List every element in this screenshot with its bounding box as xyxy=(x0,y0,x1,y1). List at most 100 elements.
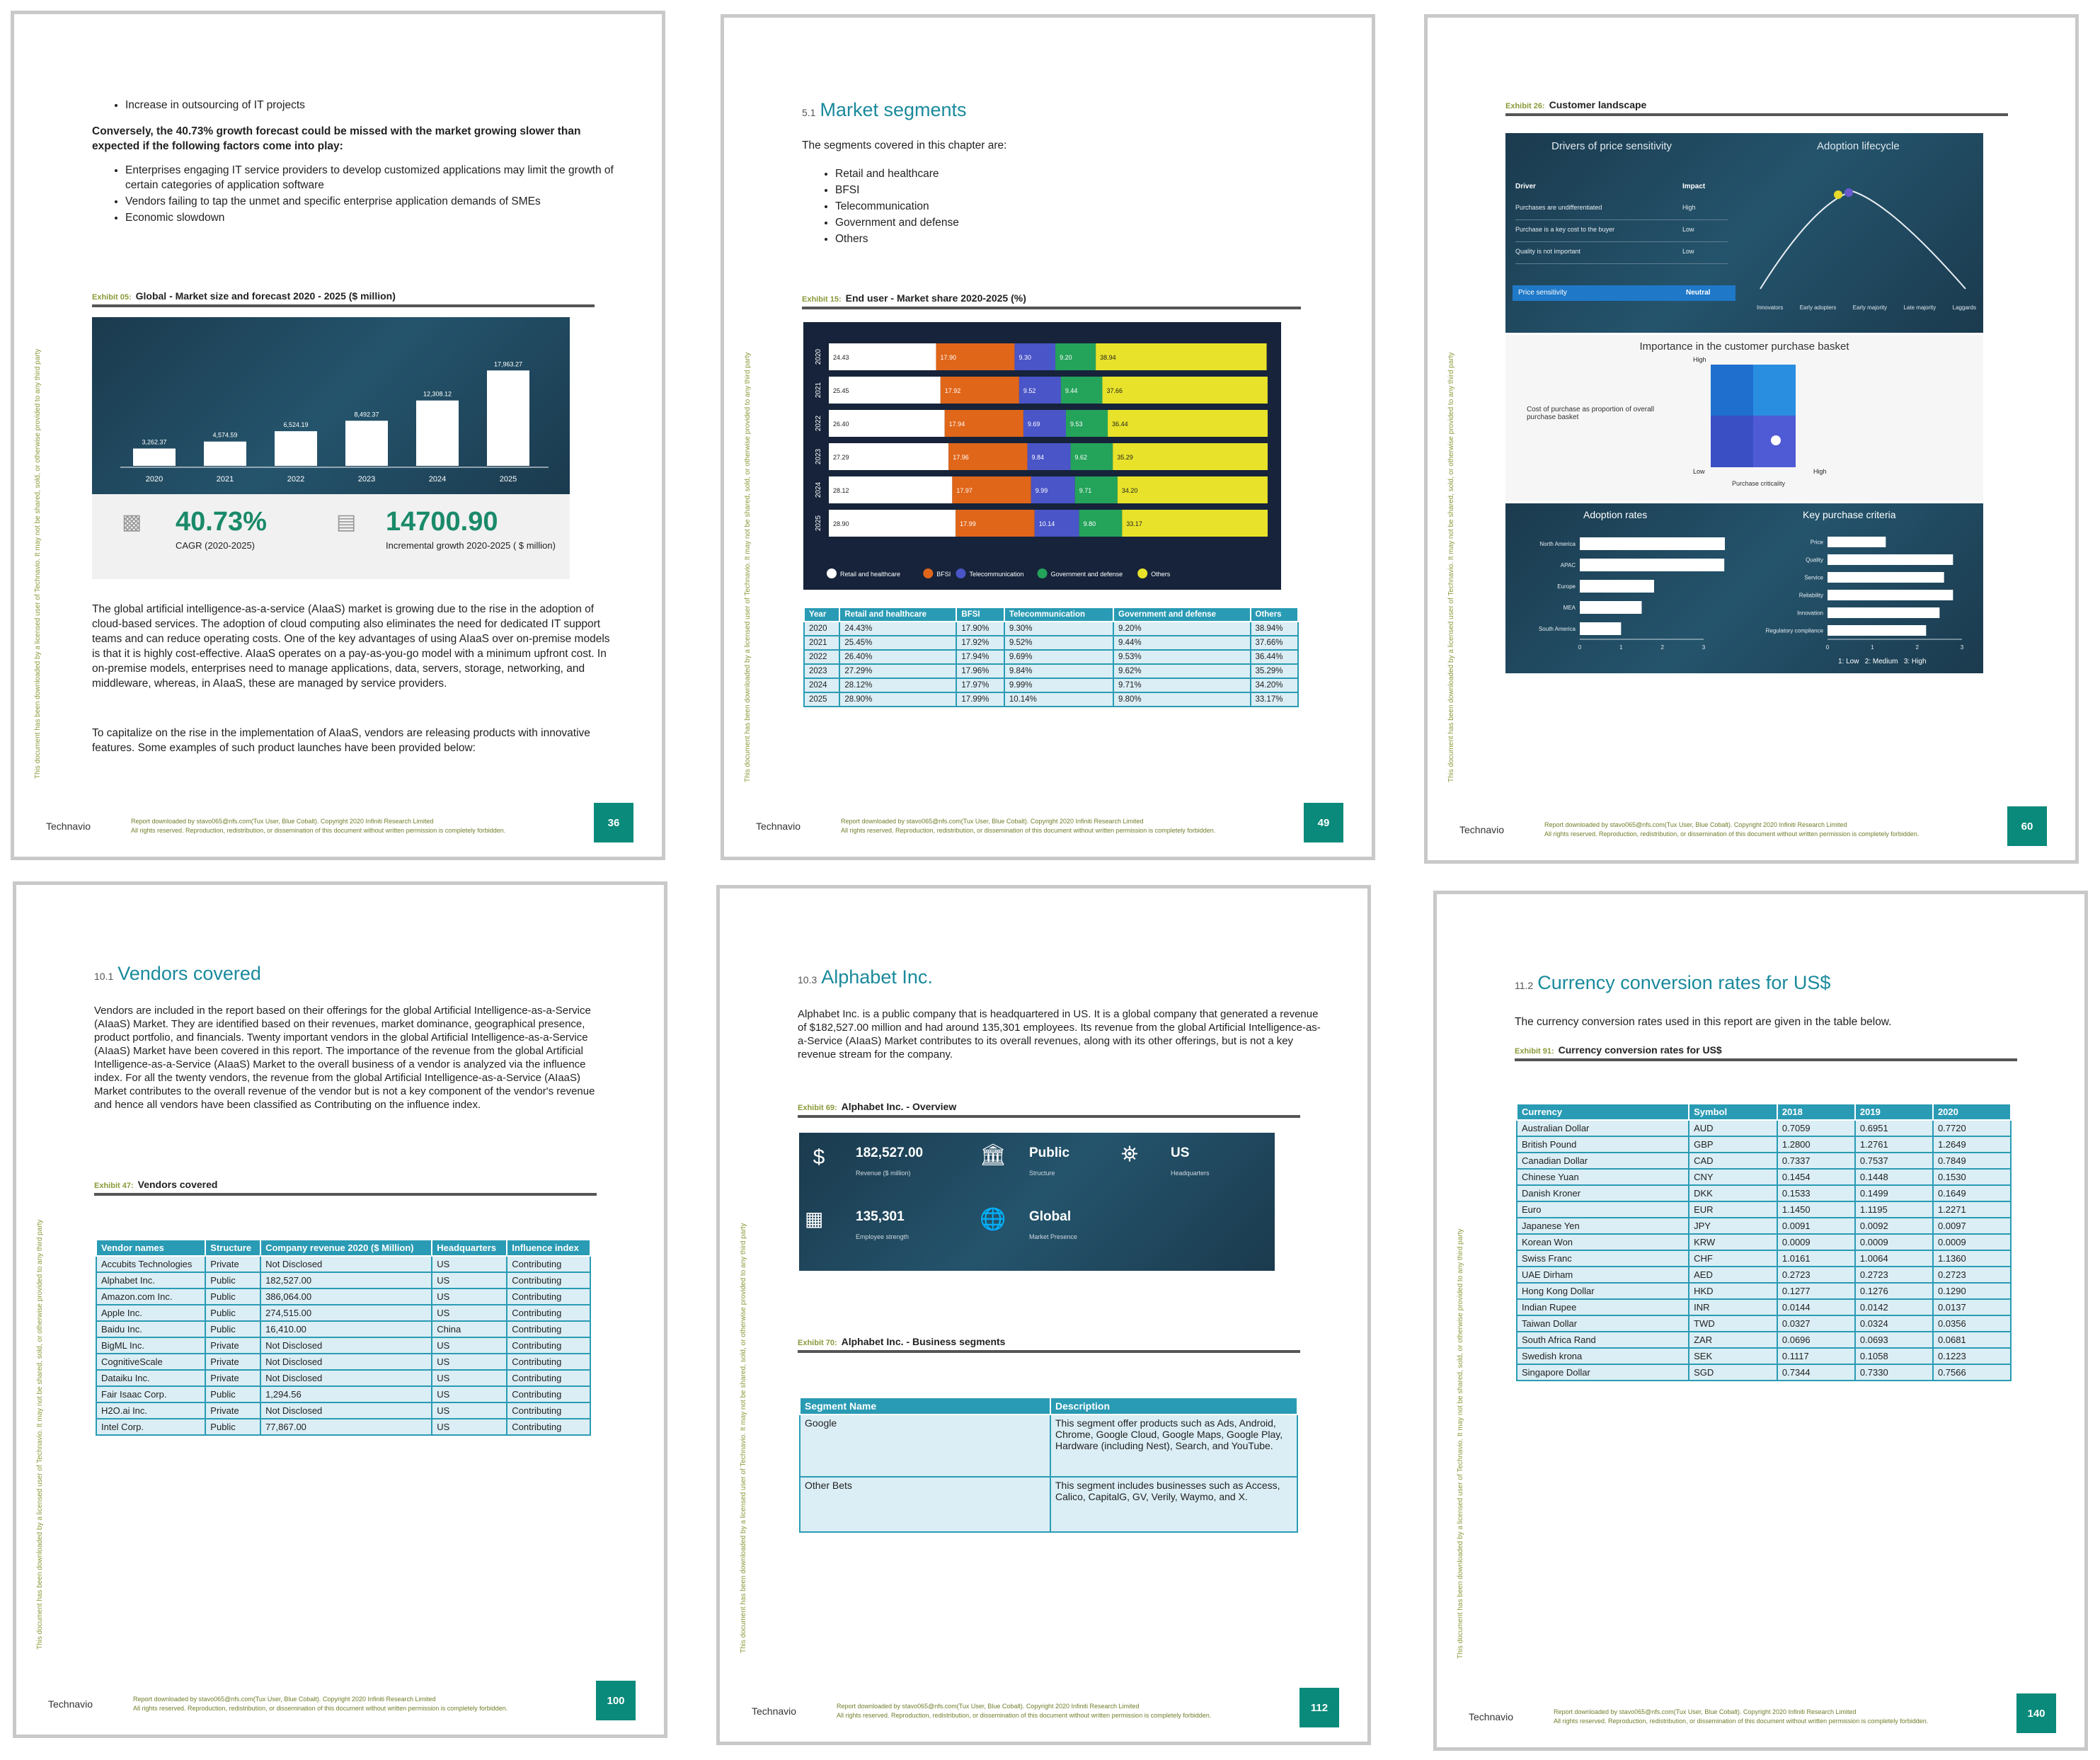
table-row: South Africa Rand ZAR 0.0696 0.0693 0.0681 xyxy=(1515,1331,2012,1349)
adoption-lifecycle-curve xyxy=(1760,188,1966,290)
alphabet-paragraph: Alphabet Inc. is a public company that i… xyxy=(798,1008,1321,1061)
bar-value-label: 12,308.12 xyxy=(423,391,452,398)
basket-position-marker xyxy=(1771,435,1781,445)
table-cell: 0.0142 xyxy=(1854,1298,1934,1316)
table-row: 2023 27.29% 17.96% 9.84% 9.62% 35.29% xyxy=(803,663,1299,679)
table-cell: 17.99% xyxy=(956,692,1005,707)
copyright-notice: Report downloaded by stavo065@nfs.com(Tu… xyxy=(133,1695,572,1713)
table-cell: US xyxy=(431,1385,508,1403)
growth-chart-icon: ▤ xyxy=(336,510,357,534)
incremental-growth-value: 14700.90 xyxy=(386,507,498,537)
segment-value-label: 36.44 xyxy=(1112,421,1128,428)
table-cell: 0.2723 xyxy=(1854,1266,1934,1284)
table-cell: 27.29% xyxy=(839,663,958,679)
table-cell: 17.92% xyxy=(956,635,1005,651)
column-header: Description xyxy=(1050,1397,1298,1415)
legend-label: Retail and healthcare xyxy=(840,571,900,578)
bar xyxy=(133,448,176,466)
table-cell: 17.97% xyxy=(956,678,1005,693)
table-cell: China xyxy=(431,1320,508,1338)
list-item: Retail and healthcare xyxy=(835,166,1260,181)
table-cell: 1.2800 xyxy=(1776,1136,1856,1153)
lifecycle-stage-label: Laggards xyxy=(1952,304,1976,311)
lifecycle-stage-label: Early adopters xyxy=(1799,304,1837,311)
table-row: Accubits Technologies Private Not Disclose… xyxy=(95,1255,591,1273)
table-cell: 17.90% xyxy=(956,621,1005,636)
table-row: UAE Dirham AED 0.2723 0.2723 0.2723 xyxy=(1515,1266,2012,1284)
stacked-bar-segment xyxy=(1060,377,1103,404)
driver-impact: High xyxy=(1682,204,1696,211)
y-tick-label: 2020 xyxy=(815,348,822,365)
segment-value-label: 17.99 xyxy=(960,520,976,527)
segments-list: Retail and healthcare BFSITelecommunicati… xyxy=(820,166,1260,248)
segment-value-label: 24.43 xyxy=(833,354,849,361)
table-cell: Contributing xyxy=(506,1385,591,1403)
table-cell: US xyxy=(431,1288,508,1305)
page-number: 60 xyxy=(2007,806,2047,846)
table-cell: 77,867.00 xyxy=(260,1418,433,1436)
table-row: Intel Corp. Public 77,867.00 US Contributing xyxy=(95,1418,591,1436)
exhibit-15-heading: Exhibit 15: End user - Market share 2020-… xyxy=(802,292,1301,309)
table-cell: SEK xyxy=(1688,1347,1778,1365)
market-share-table: Year Retail and healthcare BFSI Telecommuni… xyxy=(803,607,1299,707)
exhibit-label: Exhibit 91: xyxy=(1515,1047,1554,1056)
market-paragraph-2: To capitalize on the rise in the impleme… xyxy=(92,727,590,754)
category-label: Reliability xyxy=(1799,593,1823,599)
table-cell: 9.20% xyxy=(1113,621,1251,636)
segment-value-label: 9.99 xyxy=(1035,487,1048,494)
exhibit-label: Exhibit 70: xyxy=(798,1339,837,1347)
table-cell: 0.1277 xyxy=(1776,1282,1856,1300)
table-cell: Australian Dollar xyxy=(1515,1119,1690,1137)
table-cell: 37.66% xyxy=(1249,635,1299,651)
copyright-line-2: All rights reserved. Reproduction, redis… xyxy=(131,827,506,834)
table-cell: Contributing xyxy=(506,1353,591,1371)
stacked-bar-segment xyxy=(1113,443,1268,470)
table-row: Australian Dollar AUD 0.7059 0.6951 0.7720 xyxy=(1515,1119,2012,1137)
table-cell: 0.6951 xyxy=(1854,1119,1934,1137)
table-cell: 386,064.00 xyxy=(260,1288,433,1305)
company-overview-panel: $ 182,527.00 Revenue ($ million) 🏛 Publi… xyxy=(799,1133,1275,1271)
stacked-bar-segment xyxy=(1065,410,1108,437)
table-cell: 9.84% xyxy=(1003,663,1115,679)
table-cell: 0.1223 xyxy=(1932,1347,2012,1365)
adoption-rates-title: Adoption rates xyxy=(1583,509,1648,520)
segment-value-label: 17.90 xyxy=(940,354,956,361)
column-header: Headquarters xyxy=(431,1239,508,1257)
table-cell: 9.52% xyxy=(1003,635,1115,651)
table-cell: 33.17% xyxy=(1249,692,1299,707)
table-row: Singapore Dollar SGD 0.7344 0.7330 0.7566 xyxy=(1515,1364,2012,1381)
table-row: Japanese Yen JPY 0.0091 0.0092 0.0097 xyxy=(1515,1217,2012,1235)
table-row: Dataiku Inc. Private Not Disclosed US Contri… xyxy=(95,1369,591,1387)
table-cell: Dataiku Inc. xyxy=(95,1369,207,1387)
segment-value-label: 37.66 xyxy=(1106,387,1123,394)
stacked-bar-segment xyxy=(944,410,1023,437)
table-cell: 9.30% xyxy=(1003,621,1115,636)
driver-name: Quality is not important xyxy=(1515,248,1581,255)
segment-value-label: 17.92 xyxy=(945,387,961,394)
category-label: Service xyxy=(1804,575,1823,581)
segment-value-label: 9.20 xyxy=(1060,354,1072,361)
market-size-chart-panel: 3,262.37 2020 4,574.59 2021 6,524.19 2022 8,49… xyxy=(92,317,570,494)
section-title: 11.2 Currency conversion rates for US$ xyxy=(1515,972,1830,994)
table-cell: 0.2723 xyxy=(1776,1266,1856,1284)
table-cell: EUR xyxy=(1688,1201,1778,1218)
copyright-notice: Report downloaded by stavo065@nfs.com(Tu… xyxy=(131,817,570,835)
money-bag-icon: $ xyxy=(813,1145,825,1169)
table-cell: Japanese Yen xyxy=(1515,1217,1690,1235)
x-tick-label: 2 xyxy=(1660,644,1664,651)
employee-strength-label: Employee strength xyxy=(856,1233,910,1240)
table-cell: ZAR xyxy=(1688,1331,1778,1349)
table-header-row: Currency Symbol 2018 2019 2020 xyxy=(1515,1103,2012,1121)
revenue-value: 182,527.00 xyxy=(856,1145,924,1160)
table-cell: Contributing xyxy=(506,1369,591,1387)
table-cell: Alphabet Inc. xyxy=(95,1272,207,1289)
copyright-line-2: All rights reserved. Reproduction, redis… xyxy=(837,1712,1212,1719)
bar-value-label: 8,492.37 xyxy=(354,411,379,418)
table-cell: 0.7337 xyxy=(1776,1152,1856,1170)
column-header: Year xyxy=(803,607,841,622)
category-label: MEA xyxy=(1563,605,1576,611)
table-cell: Taiwan Dollar xyxy=(1515,1315,1690,1332)
table-row: Chinese Yuan CNY 0.1454 0.1448 0.1530 xyxy=(1515,1168,2012,1186)
table-cell: 10.14% xyxy=(1003,692,1115,707)
table-row: Fair Isaac Corp. Public 1,294.56 US Contribu… xyxy=(95,1385,591,1403)
